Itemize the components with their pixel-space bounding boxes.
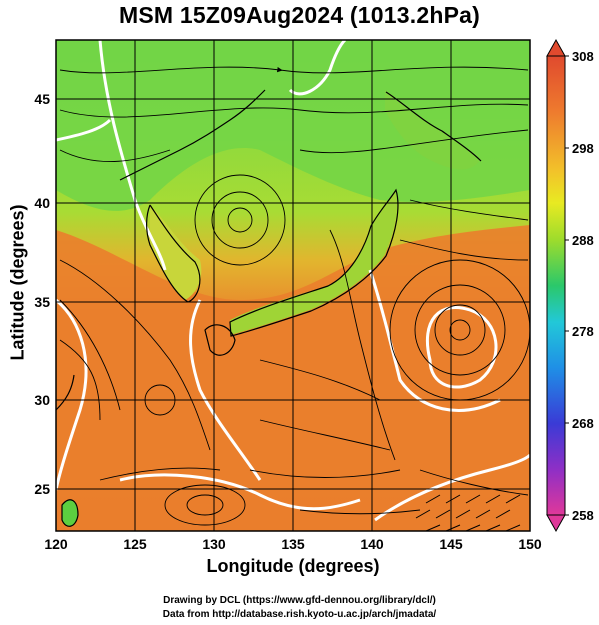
x-tick: 125 [123, 536, 147, 552]
credit-data: Data from http://database.rish.kyoto-u.a… [162, 609, 437, 620]
wind-arrows [415, 494, 521, 531]
y-axis-label: Latitude (degrees) [7, 204, 28, 361]
colorbar-tick: 268 [572, 416, 594, 431]
x-tick-labels: 120 125 130 135 140 145 150 [44, 536, 542, 552]
isotherm-contours [56, 40, 530, 522]
y-tick-labels: 25 30 35 40 45 [34, 91, 50, 497]
wind-streamlines [59, 66, 530, 526]
x-tick: 135 [281, 536, 305, 552]
map-frame [55, 39, 531, 532]
x-axis-label: Longitude (degrees) [206, 556, 380, 576]
y-tick: 40 [34, 195, 50, 211]
colorbar-tick: 278 [572, 324, 594, 339]
x-tick: 120 [44, 536, 68, 552]
colorbar-tick: 258 [572, 508, 594, 523]
colorbar-tick: 308 [572, 49, 594, 64]
colorbar-max-arrow [546, 38, 566, 57]
colorbar-tick: 298 [572, 141, 594, 156]
x-tick: 140 [360, 536, 384, 552]
x-tick: 145 [439, 536, 463, 552]
y-tick: 30 [34, 392, 50, 408]
credit-drawing: Drawing by DCL (https://www.gfd-dennou.o… [163, 595, 436, 606]
map-gridlines [56, 40, 530, 531]
colorbar-min-arrow [546, 514, 566, 533]
x-tick: 130 [202, 536, 226, 552]
chart-title: MSM 15Z09Aug2024 (1013.2hPa) [119, 2, 480, 28]
y-tick: 45 [34, 91, 50, 107]
y-tick: 35 [34, 294, 50, 310]
colorbar-tick: 288 [572, 233, 594, 248]
y-tick: 25 [34, 481, 50, 497]
colorbar: 308 298 288 278 268 258 [546, 38, 594, 533]
x-tick: 150 [518, 536, 542, 552]
